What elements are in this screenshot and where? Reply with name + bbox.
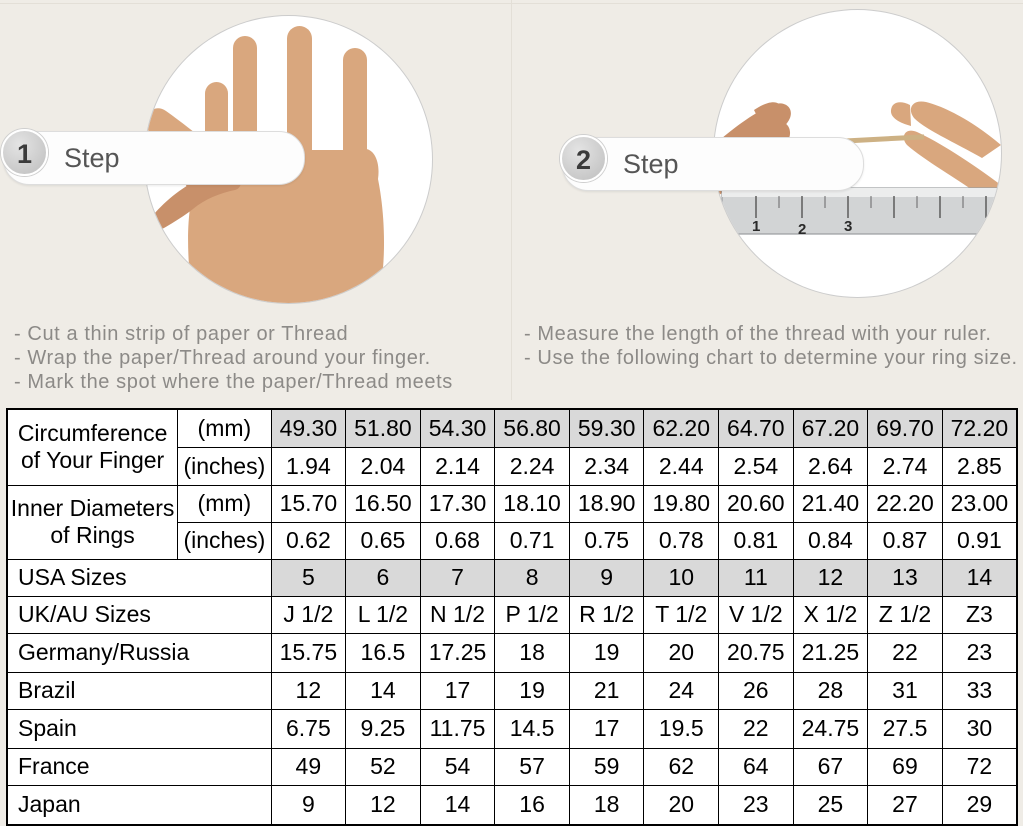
- svg-text:2: 2: [798, 221, 806, 238]
- svg-text:1: 1: [752, 218, 760, 235]
- svg-text:3: 3: [844, 218, 852, 235]
